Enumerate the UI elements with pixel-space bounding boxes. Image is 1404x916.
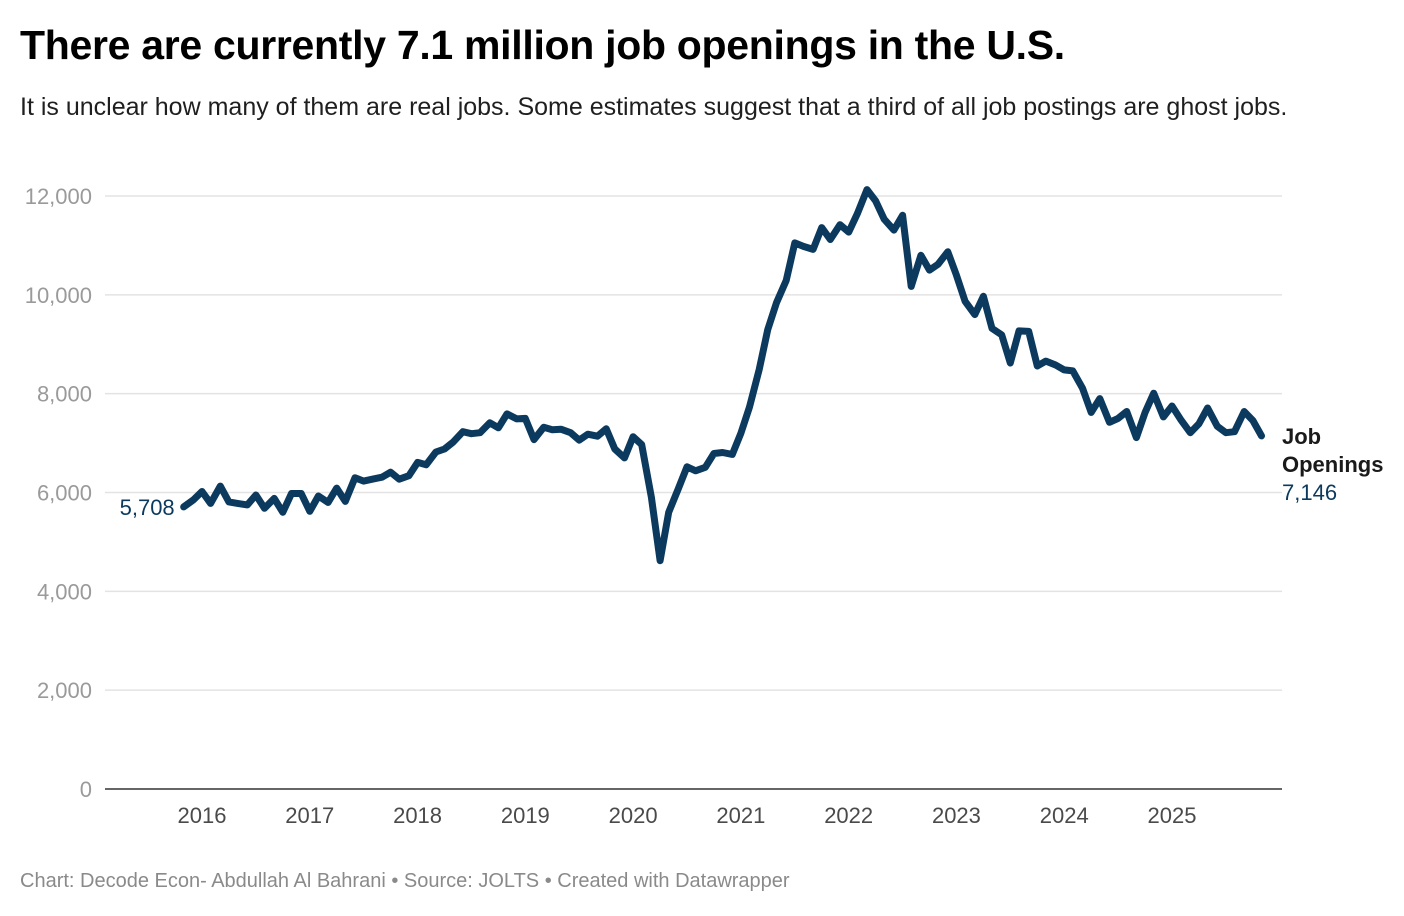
chart-footer: Chart: Decode Econ- Abdullah Al Bahrani … — [20, 870, 790, 892]
x-tick-label-2021: 2021 — [716, 803, 765, 828]
x-tick-label-2023: 2023 — [932, 803, 981, 828]
x-axis: 2016 2017 2018 2019 2020 2021 2022 2023 2024 2025 — [105, 788, 1282, 828]
y-tick-label-2000: 2,000 — [37, 678, 92, 703]
x-tick-label-2022: 2022 — [824, 803, 873, 828]
x-tick-label-2020: 2020 — [609, 803, 658, 828]
x-tick-label-2018: 2018 — [393, 803, 442, 828]
series-line-job-openings — [180, 186, 1265, 565]
x-tick-label-2017: 2017 — [285, 803, 334, 828]
series-name-label-line-2: Openings — [1282, 452, 1383, 477]
y-tick-label-0: 0 — [80, 777, 92, 802]
x-tick-label-2024: 2024 — [1040, 803, 1089, 828]
x-tick-label-2025: 2025 — [1148, 803, 1197, 828]
series-group — [180, 186, 1265, 565]
start-value-label: 5,708 — [120, 495, 175, 520]
x-tick-label-2016: 2016 — [178, 803, 227, 828]
series-name-label-line-1: Job — [1282, 424, 1321, 449]
y-tick-label-8000: 8,000 — [37, 382, 92, 407]
end-value-label: 7,146 — [1282, 480, 1337, 505]
chart-subtitle: It is unclear how many of them are real … — [20, 93, 1288, 121]
y-tick-label-6000: 6,000 — [37, 481, 92, 506]
chart-title: There are currently 7.1 million job open… — [20, 22, 1065, 68]
gridlines — [105, 195, 1282, 691]
x-tick-label-2019: 2019 — [501, 803, 550, 828]
y-tick-label-4000: 4,000 — [37, 579, 92, 604]
series-labels: 5,708 Job Openings 7,146 — [120, 424, 1384, 520]
y-tick-label-10000: 10,000 — [25, 283, 92, 308]
y-tick-label-12000: 12,000 — [25, 184, 92, 209]
y-axis: 0 2,000 4,000 6,000 8,000 10,000 12,000 — [25, 184, 92, 802]
